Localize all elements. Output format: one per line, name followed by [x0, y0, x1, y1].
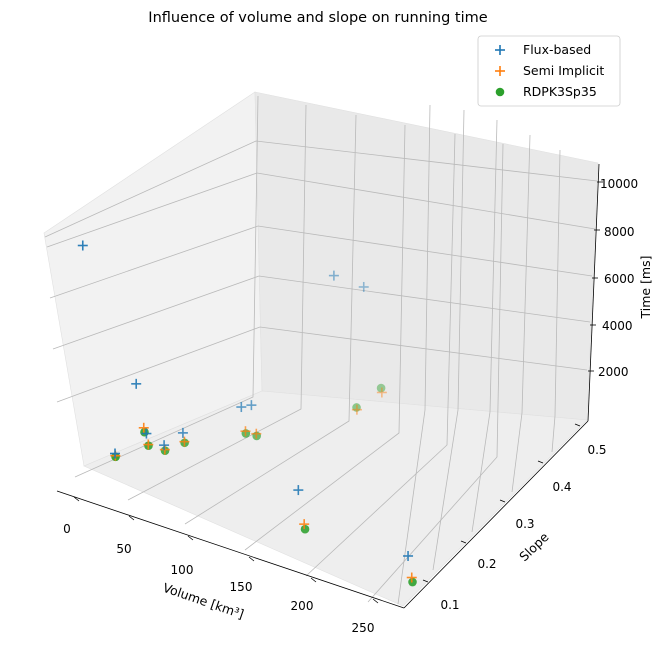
pane-back — [254, 91, 599, 421]
data-point-semi — [351, 404, 362, 415]
data-point-flux — [177, 427, 188, 438]
grid-line-x-150 — [244, 124, 406, 551]
legend-label-rdpk: RDPK3Sp35 — [523, 84, 597, 99]
y-tick-label: 0.2 — [477, 557, 496, 571]
grid-line-y-0.3 — [471, 119, 498, 533]
grid-line-z-4000 — [52, 275, 591, 350]
grid-line-x-100 — [184, 114, 357, 525]
y-axis-label: Slope — [516, 529, 552, 564]
y-tick-label: 0.4 — [552, 480, 571, 494]
grid — [44, 95, 598, 605]
data-point-rdpk — [300, 524, 310, 534]
data-point-flux — [358, 281, 369, 292]
z-tick-label: 8000 — [604, 225, 635, 239]
y-tick-label: 0.5 — [587, 443, 606, 457]
z-tick-label: 6000 — [604, 272, 635, 286]
grid-line-z-2000 — [56, 326, 588, 403]
grid-line-z-10000 — [44, 140, 598, 238]
z-tick-label: 10000 — [600, 177, 638, 191]
z-axis-label: Time [ms] — [638, 255, 653, 319]
pane-floor — [83, 390, 588, 607]
legend-marker-semi — [495, 66, 505, 76]
data-point-flux — [293, 485, 304, 496]
data-point-semi — [179, 436, 190, 447]
data-point-flux — [403, 550, 414, 561]
data-points — [77, 240, 417, 587]
x-tick-label: 0 — [63, 522, 71, 536]
x-ticks: 0 50 100 150 200 250 — [63, 496, 379, 635]
data-point-flux — [131, 378, 142, 389]
data-point-semi — [376, 387, 387, 398]
grid-line-z-6000 — [49, 225, 593, 299]
data-point-rdpk — [376, 383, 386, 393]
data-point-flux — [110, 448, 121, 459]
x-tick-label: 250 — [352, 621, 375, 635]
grid-line-y-0.1 — [397, 104, 431, 605]
legend: Flux-based Semi Implicit RDPK3Sp35 — [477, 35, 621, 107]
legend-label-semi: Semi Implicit — [523, 63, 604, 78]
data-point-semi — [240, 426, 251, 437]
y-tick-label: 0.3 — [515, 517, 534, 531]
z-ticks: 2000 4000 6000 8000 10000 — [588, 177, 638, 379]
data-point-flux — [141, 428, 152, 439]
z-tick-label: 2000 — [598, 365, 629, 379]
data-point-semi — [406, 572, 417, 583]
chart-title: Influence of volume and slope on running… — [148, 10, 487, 26]
legend-marker-rdpk — [495, 87, 505, 97]
legend-box — [477, 35, 621, 107]
x-tick-label: 100 — [171, 563, 194, 577]
data-point-semi — [251, 428, 262, 439]
data-point-flux — [159, 440, 170, 451]
grid-line-y-0.5 — [551, 149, 561, 453]
legend-label-flux: Flux-based — [523, 42, 591, 57]
data-point-flux — [328, 270, 339, 281]
data-point-flux — [77, 240, 88, 251]
y-axis-line — [403, 420, 589, 609]
grid-line-x-50 — [127, 104, 307, 501]
grid-line-x-200 — [305, 133, 456, 577]
data-point-semi — [299, 519, 310, 530]
data-point-flux — [236, 402, 247, 413]
y-tick-label: 0.1 — [440, 598, 459, 612]
x-axis-line — [56, 490, 405, 609]
grid-line-z-8000 — [46, 172, 596, 248]
z-axis-line — [587, 163, 600, 422]
z-tick-label: 4000 — [602, 319, 633, 333]
y-ticks: 0.1 0.2 0.3 0.4 0.5 — [422, 423, 607, 612]
grid-line-y-0.4 — [511, 134, 531, 493]
legend-marker-flux — [495, 45, 505, 55]
data-point-semi — [138, 422, 149, 433]
x-tick-label: 50 — [116, 542, 131, 556]
data-point-semi — [143, 439, 154, 450]
grid-line-x-0 — [74, 95, 259, 478]
x-tick-label: 150 — [230, 580, 253, 594]
grid-line-x-250 — [367, 143, 504, 603]
data-point-flux — [246, 400, 257, 411]
x-tick-label: 200 — [291, 599, 314, 613]
grid-line-y-0.2 — [432, 109, 465, 571]
